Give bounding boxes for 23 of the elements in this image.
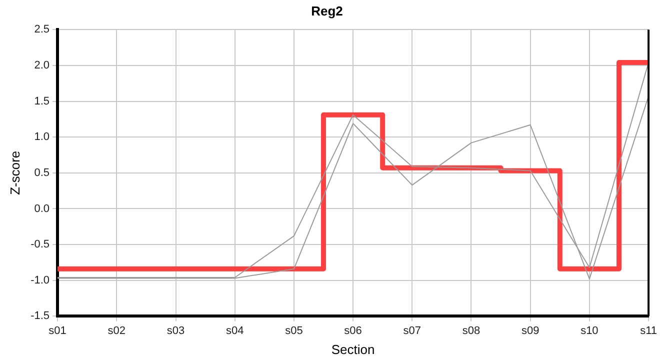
x-tick-label: s05	[285, 324, 303, 337]
y-tick-label: -1.5	[30, 310, 50, 322]
y-tick-label: 0.5	[34, 166, 50, 179]
chart-title: Reg2	[311, 3, 343, 18]
y-tick-label: 1.5	[34, 95, 50, 108]
x-tick-label: s02	[108, 324, 126, 337]
x-tick-label: s11	[640, 324, 657, 337]
x-tick-label: s10	[580, 324, 598, 337]
y-tick-label: -0.5	[30, 238, 50, 251]
x-tick-label: s08	[462, 324, 480, 337]
y-tick-label: 0.0	[34, 202, 50, 215]
x-tick-label: s03	[166, 324, 185, 337]
y-tick-label: 2.5	[34, 24, 50, 36]
x-tick-label: s01	[48, 324, 66, 337]
x-tick-label: s09	[521, 324, 540, 337]
y-axis-title: Z-score	[7, 150, 22, 195]
y-tick-label: -1.0	[30, 274, 50, 286]
x-tick-label: s04	[226, 324, 244, 337]
x-tick-label: s06	[344, 324, 362, 337]
y-tick-label: 2.0	[34, 59, 50, 72]
y-tick-label: 1.0	[34, 131, 50, 144]
x-axis-title: Section	[331, 342, 375, 357]
x-tick-label: s07	[403, 324, 422, 337]
